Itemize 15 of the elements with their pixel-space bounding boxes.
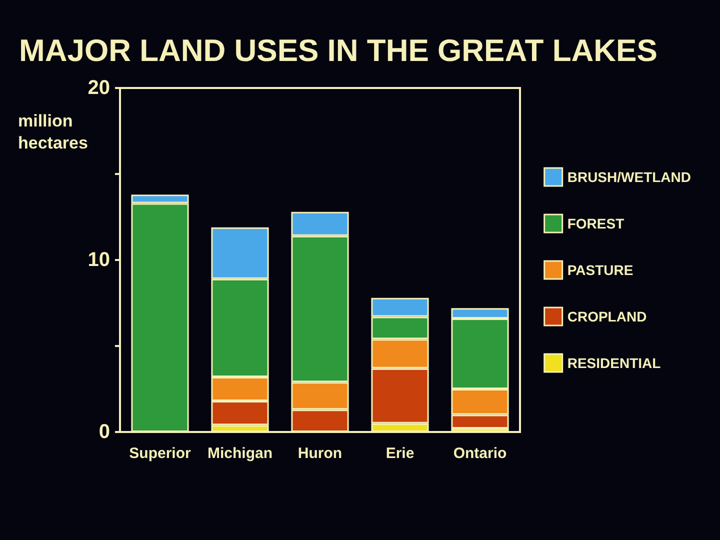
legend-label: BRUSH/WETLAND bbox=[567, 169, 691, 185]
legend-label: PASTURE bbox=[567, 262, 634, 278]
x-tick-label: Huron bbox=[298, 445, 342, 462]
y-tick-label: 20 bbox=[88, 77, 110, 99]
y-tick-label: 10 bbox=[88, 249, 110, 271]
x-tick-label: Erie bbox=[386, 445, 414, 462]
x-tick-label: Superior bbox=[129, 445, 191, 462]
chart-title: MAJOR LAND USES IN THE GREAT LAKES bbox=[19, 33, 658, 68]
y-tick-label: 0 bbox=[98, 421, 110, 443]
legend-label: FOREST bbox=[567, 216, 625, 232]
legend-label: CROPLAND bbox=[567, 308, 647, 324]
x-tick-label: Ontario bbox=[453, 445, 507, 462]
legend-label: RESIDENTIAL bbox=[567, 355, 662, 371]
x-tick-label: Michigan bbox=[207, 445, 273, 462]
y-axis-title: million hectares bbox=[18, 112, 88, 152]
